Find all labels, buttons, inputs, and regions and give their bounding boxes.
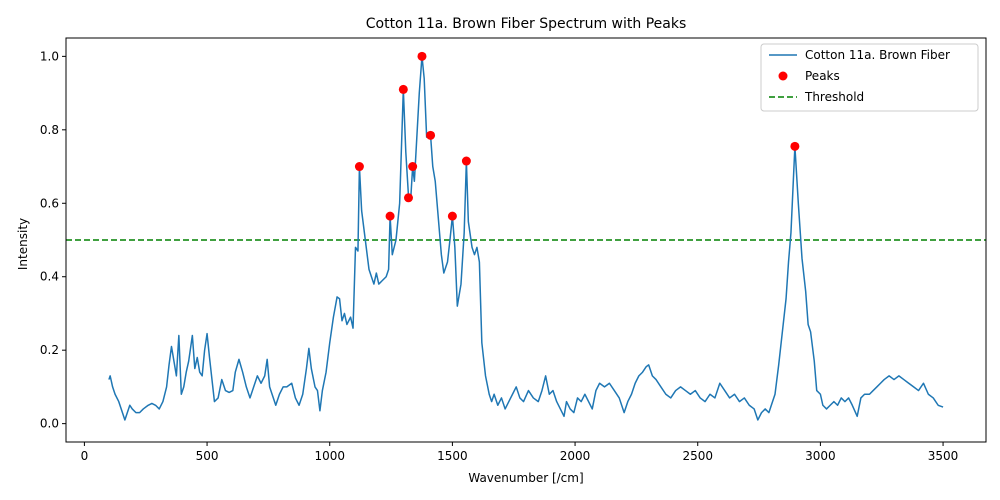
- x-tick-label: 2000: [560, 449, 591, 463]
- x-tick-label: 1500: [437, 449, 468, 463]
- peak-marker: [426, 130, 436, 140]
- y-tick-label: 0.2: [40, 343, 59, 357]
- peak-marker: [790, 141, 800, 151]
- peak-marker: [385, 211, 395, 221]
- x-tick-label: 0: [81, 449, 89, 463]
- legend-label: Cotton 11a. Brown Fiber: [805, 48, 950, 62]
- x-tick-label: 500: [196, 449, 219, 463]
- x-tick-label: 1000: [314, 449, 345, 463]
- y-tick-label: 0.8: [40, 123, 59, 137]
- peak-marker: [447, 211, 457, 221]
- plot-frame: [65, 37, 987, 443]
- peak-marker: [354, 162, 364, 172]
- legend: Cotton 11a. Brown Fiber Peaks Threshold: [760, 43, 979, 112]
- y-tick-label: 1.0: [40, 49, 59, 63]
- peak-marker: [417, 51, 427, 61]
- peak-marker: [398, 84, 408, 94]
- plot-area: [65, 37, 987, 443]
- x-axis-label: Wavenumber [/cm]: [468, 471, 583, 485]
- x-tick-label: 3000: [805, 449, 836, 463]
- legend-box: [760, 43, 979, 112]
- x-axis: 0 500 1000 1500 2000 2500 3000 3500: [81, 442, 959, 463]
- y-axis: 0.0 0.2 0.4 0.6 0.8 1.0: [40, 49, 66, 431]
- x-tick-label: 3500: [928, 449, 959, 463]
- x-tick-label: 2500: [682, 449, 713, 463]
- peak-marker: [461, 156, 471, 166]
- y-tick-label: 0.4: [40, 270, 59, 284]
- y-tick-label: 0.6: [40, 196, 59, 210]
- peak-marker: [408, 162, 418, 172]
- legend-marker-swatch: [778, 71, 788, 81]
- y-tick-label: 0.0: [40, 417, 59, 431]
- legend-label: Peaks: [805, 69, 840, 83]
- legend-label: Threshold: [804, 90, 864, 104]
- chart-title: Cotton 11a. Brown Fiber Spectrum with Pe…: [366, 16, 687, 32]
- peak-marker: [403, 193, 413, 203]
- y-axis-label: Intensity: [16, 218, 30, 270]
